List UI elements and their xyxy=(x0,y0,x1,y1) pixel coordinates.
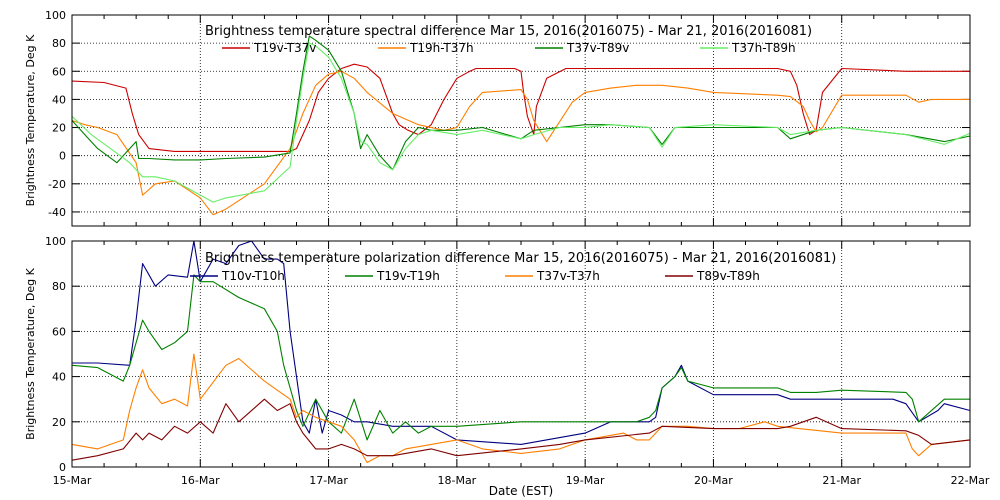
series-line-t89v-t89h xyxy=(71,398,971,461)
polarization-difference-panel: 0 20 40 60 80 100 Brightness temperature polar… xyxy=(24,235,990,498)
series-line-t37v-t37h xyxy=(71,353,971,464)
y-tick-label: 0 xyxy=(59,150,66,163)
y-axis-label: Brightness Temperature, Deg K xyxy=(24,267,37,439)
chart-title: Brightness temperature polarization diff… xyxy=(205,251,836,266)
x-axis-label: Date (EST) xyxy=(489,484,553,498)
x-tick-label: 16-Mar xyxy=(181,474,220,487)
x-tick-label: 21-Mar xyxy=(822,474,861,487)
legend-label: T37v-T37h xyxy=(536,269,600,283)
legend-label: T89v-T89h xyxy=(696,269,760,283)
y-tick-label: 80 xyxy=(52,280,66,293)
series-line-t10v-t10h xyxy=(72,240,971,445)
x-tick-label: 15-Mar xyxy=(53,474,92,487)
legend-label: T19h-T37h xyxy=(409,41,474,55)
y-tick-label: 100 xyxy=(45,235,66,248)
legend-label: T37h-T89h xyxy=(731,41,796,55)
y-tick-label: 40 xyxy=(52,371,66,384)
series-line-t37h-t89h xyxy=(71,42,971,203)
y-tick-label: 20 xyxy=(52,416,66,429)
x-tick-label: 20-Mar xyxy=(694,474,733,487)
series-line-t19h-t37h xyxy=(71,70,970,216)
x-tick-label: 18-Mar xyxy=(437,474,476,487)
legend-label: T19v-T37v xyxy=(253,41,316,55)
chart-title: Brightness temperature spectral differen… xyxy=(205,24,812,39)
x-tick-label: 22-Mar xyxy=(951,474,990,487)
y-tick-label: 60 xyxy=(52,65,66,78)
y-tick-label: 20 xyxy=(52,122,66,135)
plot-frame xyxy=(71,240,971,468)
y-tick-label: -20 xyxy=(48,178,66,191)
y-tick-label: 60 xyxy=(52,325,66,338)
x-tick-label: 19-Mar xyxy=(566,474,605,487)
y-tick-label: -40 xyxy=(48,206,66,219)
y-axis-label: Brightness Temperature, Deg K xyxy=(24,34,37,206)
legend-label: T10v-T10h xyxy=(221,269,285,283)
y-tick-label: 100 xyxy=(45,9,66,22)
x-tick-label: 17-Mar xyxy=(309,474,348,487)
y-tick-label: 40 xyxy=(52,93,66,106)
y-tick-label: 80 xyxy=(52,37,66,50)
plot-frame xyxy=(71,14,971,227)
legend-label: T37v-T89v xyxy=(566,41,629,55)
spectral-difference-panel: -40 -20 0 20 40 60 80 100 Brightness temperature… xyxy=(24,9,971,227)
series-line-t19v-t37v xyxy=(71,63,970,152)
y-tick-label: 0 xyxy=(59,461,66,474)
series-line-t37v-t89v xyxy=(71,35,971,171)
legend-label: T19v-T19h xyxy=(376,269,440,283)
series-line-t19v-t19h xyxy=(71,274,970,441)
